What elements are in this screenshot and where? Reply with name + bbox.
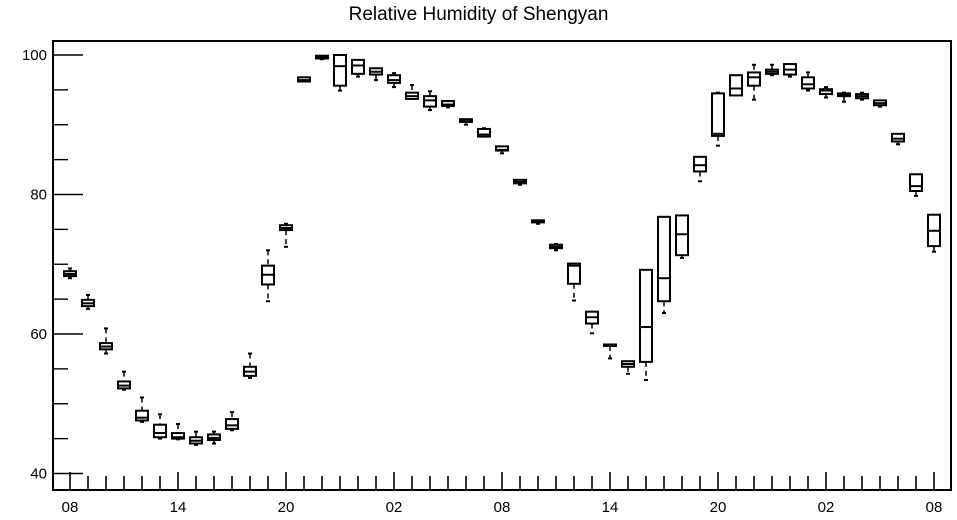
box-34 [675,214,689,259]
box-1 [81,293,95,310]
box-body [153,423,167,439]
box-2 [99,327,113,355]
box-39 [765,63,779,77]
box-44 [855,91,869,101]
x-tick-label: 08 [926,499,943,516]
box-35 [693,155,707,183]
box-6 [171,422,185,441]
y-tick-label: 100 [22,47,47,64]
box-body [225,418,239,430]
x-tick-label: 02 [386,499,403,516]
x-tick-label: 02 [818,499,835,516]
box-38 [747,63,761,101]
box-24 [495,145,509,155]
box-body [441,100,455,107]
box-17 [369,67,383,82]
box-45 [873,99,887,108]
box-15 [333,54,347,92]
box-10 [243,352,257,379]
box-body [657,215,671,303]
box-30 [603,343,617,360]
box-body [729,74,743,97]
box-43 [837,91,851,103]
box-8 [207,430,221,445]
x-tick-label: 20 [710,499,727,516]
box-11 [261,249,275,303]
box-body [567,262,581,285]
box-47 [909,173,923,197]
box-37 [729,74,743,97]
box-body [135,409,149,422]
box-body [387,74,401,84]
box-19 [405,83,419,100]
box-body [801,76,815,90]
y-axis: 40 60 80 100 [22,47,83,483]
box-13 [297,76,311,83]
box-20 [423,90,437,112]
box-40 [783,63,797,78]
box-46 [891,132,905,146]
y-tick-label: 40 [30,466,47,483]
x-tick-label: 14 [602,499,619,516]
y-tick-label: 60 [30,326,47,343]
box-body [693,155,707,173]
box-28 [567,262,581,302]
box-18 [387,72,401,89]
box-12 [279,222,293,248]
box-body [891,132,905,143]
box-29 [585,310,599,335]
box-body [333,54,347,87]
x-tick-label: 08 [494,499,511,516]
box-31 [621,360,635,375]
box-body [747,71,761,87]
box-42 [819,86,833,99]
box-23 [477,127,491,138]
box-14 [315,54,329,61]
box-body [711,92,725,137]
x-tick-label: 14 [170,499,187,516]
box-body [819,88,833,96]
box-48 [927,213,941,253]
box-body [909,173,923,193]
box-9 [225,411,239,432]
box-41 [801,71,815,92]
box-body [171,432,185,440]
box-body [423,95,437,108]
chart-title: Relative Humidity of Shengyan [348,4,609,25]
box-body [351,58,365,75]
box-5 [153,413,167,440]
box-33 [657,215,671,315]
boxes [63,54,941,446]
plot-frame [52,40,952,491]
box-7 [189,430,203,446]
box-body [675,214,689,257]
box-21 [441,100,455,109]
box-3 [117,370,131,391]
x-axis: 08 14 20 02 08 14 20 02 08 [52,472,943,516]
box-32 [639,268,653,382]
x-tick-label: 20 [278,499,295,516]
box-26 [531,219,545,225]
box-4 [135,396,149,423]
box-25 [513,178,527,186]
box-16 [351,58,365,78]
box-36 [711,91,725,147]
box-27 [549,243,563,252]
box-0 [63,267,77,280]
x-tick-label: 08 [62,499,79,516]
box-22 [459,118,473,126]
box-body [477,127,491,138]
box-body [639,268,653,363]
y-tick-label: 80 [30,187,47,204]
